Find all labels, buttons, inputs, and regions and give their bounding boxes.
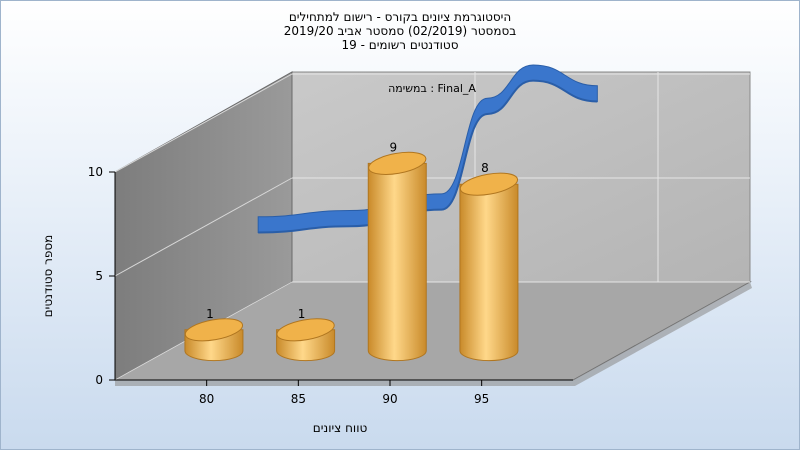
bar-data-label: 1: [206, 307, 214, 321]
bar-body: [367, 162, 427, 362]
gridline-left: [114, 177, 293, 277]
chart-subtitle-semester: בסמסטר (02/2019) סמסטר אביב 2019/20: [283, 24, 517, 38]
bar-top: [276, 318, 335, 342]
y-tick-label: 5: [95, 269, 103, 283]
x-tick-label: 85: [291, 392, 306, 406]
curve-line: [258, 79, 598, 234]
bar-top: [459, 172, 519, 196]
bar: 1: [184, 307, 244, 362]
chart-title: היסטוגרמת ציונים בקורס - רישום למתחילים: [288, 10, 512, 24]
bar: 9: [367, 140, 427, 362]
bar-top: [184, 318, 244, 342]
x-tick-label: 90: [382, 392, 397, 406]
back-wall: [291, 71, 751, 283]
x-tick-label: 80: [199, 392, 214, 406]
y-tick-label: 0: [95, 373, 103, 387]
bar-body: [459, 183, 519, 362]
x-axis-label: טווח ציונים: [313, 421, 368, 435]
bar-data-label: 8: [481, 161, 489, 175]
bar-data-label: 9: [389, 140, 397, 154]
y-axis-label: מספר סטודנטים: [41, 235, 55, 318]
x-tick-label: 95: [474, 392, 489, 406]
bar-data-label: 1: [298, 307, 306, 321]
chart-title-block: היסטוגרמת ציונים בקורס - רישום למתחילים …: [200, 10, 600, 52]
chart-subtitle-registered: סטודנטים רשומים - 19: [341, 38, 459, 52]
bar: 8: [459, 161, 519, 362]
y-tick-label: 10: [88, 165, 103, 179]
bar: 1: [276, 307, 336, 362]
series-label: במשימה : Final_A: [388, 82, 476, 95]
bar-top: [368, 151, 427, 175]
y-axis: 0 5 10: [88, 165, 116, 387]
gridline-left: [114, 73, 293, 173]
bars: 1 1 9 8: [184, 140, 519, 362]
x-axis: 80 85 90 95: [115, 379, 573, 406]
